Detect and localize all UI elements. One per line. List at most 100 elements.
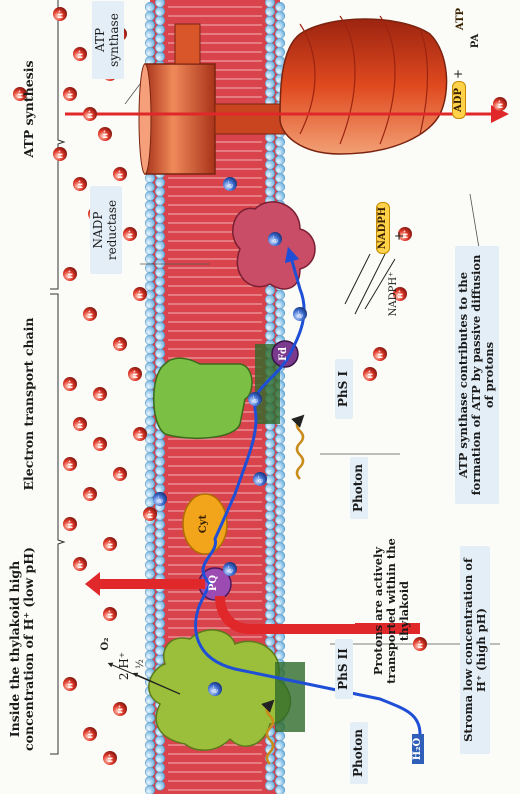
photosystem-i	[153, 344, 280, 440]
electrons: e⁻ e⁻ e⁻ e⁻ e⁻ e⁻ e⁻ e⁻	[153, 177, 307, 696]
proton-2: H⁺	[83, 727, 97, 741]
svg-text:e⁻: e⁻	[227, 180, 235, 188]
svg-text:H⁺: H⁺	[67, 90, 75, 99]
svg-text:H⁺: H⁺	[97, 390, 105, 399]
electron-3: e⁻	[153, 492, 167, 506]
proton-6: H⁺	[73, 557, 87, 571]
header-thylakoid: Inside the thylakoid high concentration …	[7, 547, 37, 751]
proton-12: H⁺	[63, 457, 77, 471]
electron-8: e⁻	[223, 177, 237, 191]
svg-text:H⁺: H⁺	[77, 50, 85, 59]
plus-sign-2: +	[451, 68, 465, 80]
proton-42: H⁺	[13, 87, 27, 101]
label-atp-synthase: ATP synthase	[92, 1, 124, 79]
svg-text:H⁺: H⁺	[77, 180, 85, 189]
svg-text:H⁺: H⁺	[377, 350, 385, 359]
svg-text:H⁺: H⁺	[67, 380, 75, 389]
label-atp-contrib: ATP synthase contributes to the formatio…	[455, 246, 499, 504]
svg-text:H⁺: H⁺	[67, 270, 75, 279]
proton-10: H⁺	[83, 487, 97, 501]
electron-6: e⁻	[293, 307, 307, 321]
half-label: ½	[135, 659, 146, 669]
svg-text:e⁻: e⁻	[227, 565, 235, 573]
two-h-label: 2 H⁺	[117, 651, 131, 681]
svg-text:H⁺: H⁺	[57, 10, 65, 19]
svg-text:H⁺: H⁺	[107, 610, 115, 619]
proton-21: H⁺	[133, 287, 147, 301]
proton-16: H⁺	[93, 387, 107, 401]
nadph-arrows	[344, 253, 396, 315]
proton-20: H⁺	[83, 307, 97, 321]
proton-15: H⁺	[73, 417, 87, 431]
proton-41: H⁺	[413, 637, 427, 651]
electron-1: e⁻	[208, 682, 222, 696]
svg-text:H⁺: H⁺	[107, 754, 115, 763]
label-nadp-reductase: NADP reductase	[90, 186, 122, 274]
pq-proton-arrow	[215, 595, 420, 634]
proton-11: H⁺	[113, 467, 127, 481]
svg-text:H⁺: H⁺	[497, 100, 505, 109]
svg-text:e⁻: e⁻	[212, 685, 220, 693]
adp-label: ADP	[452, 81, 466, 119]
nadph-label: NADPH	[376, 202, 390, 254]
nadp-plus-label: NADPH⁺	[388, 271, 399, 317]
proton-17: H⁺	[63, 377, 77, 391]
svg-text:e⁻: e⁻	[297, 310, 305, 318]
svg-text:H⁺: H⁺	[117, 340, 125, 349]
proton-36: H⁺	[363, 367, 377, 381]
proton-38: H⁺	[398, 227, 412, 241]
svg-text:e⁻: e⁻	[157, 495, 165, 503]
svg-text:H⁺: H⁺	[67, 520, 75, 529]
svg-text:H⁺: H⁺	[17, 90, 25, 99]
electron-2: e⁻	[223, 562, 237, 576]
proton-7: H⁺	[103, 537, 117, 551]
proton-3: H⁺	[113, 702, 127, 716]
proton-5: H⁺	[103, 607, 117, 621]
svg-text:H⁺: H⁺	[67, 460, 75, 469]
proton-4: H⁺	[63, 677, 77, 691]
svg-text:H⁺: H⁺	[87, 490, 95, 499]
proton-9: H⁺	[143, 507, 157, 521]
header-atp-synthesis: ATP synthesis	[21, 60, 36, 158]
proton-8: H⁺	[63, 517, 77, 531]
proton-39: H⁺	[393, 287, 407, 301]
electron-5: e⁻	[248, 392, 262, 406]
atp-synthase	[138, 15, 448, 175]
svg-text:H⁺: H⁺	[127, 230, 135, 239]
svg-text:H⁺: H⁺	[87, 110, 95, 119]
label-stroma: Stroma low concentration of H⁺ (high pH)	[460, 546, 491, 754]
svg-text:H⁺: H⁺	[137, 430, 145, 439]
proton-40: H⁺	[493, 97, 507, 111]
fd-label: Fd	[278, 346, 289, 362]
svg-text:H⁺: H⁺	[107, 540, 115, 549]
svg-text:H⁺: H⁺	[397, 290, 405, 299]
svg-text:H⁺: H⁺	[117, 170, 125, 179]
svg-text:H⁺: H⁺	[102, 130, 110, 139]
svg-text:e⁻: e⁻	[272, 235, 280, 243]
electron-4: e⁻	[253, 472, 267, 486]
svg-text:H⁺: H⁺	[87, 730, 95, 739]
atp-label: ATP	[455, 7, 466, 31]
proton-22: H⁺	[63, 267, 77, 281]
svg-text:H⁺: H⁺	[57, 150, 65, 159]
proton-27: H⁺	[113, 167, 127, 181]
electron-7: e⁻	[268, 232, 282, 246]
svg-text:H⁺: H⁺	[117, 705, 125, 714]
svg-text:H⁺: H⁺	[147, 510, 155, 519]
h2o-label: H₂O	[412, 734, 424, 764]
svg-text:H⁺: H⁺	[67, 680, 75, 689]
label-protons-transported: Protons are actively transported within …	[371, 538, 412, 684]
svg-text:H⁺: H⁺	[87, 310, 95, 319]
proton-14: H⁺	[133, 427, 147, 441]
label-phs2: PhS II	[335, 639, 353, 699]
proton-29: H⁺	[98, 127, 112, 141]
pq-arrow-head	[85, 572, 100, 596]
water-to-o2	[107, 662, 181, 695]
o2-label: O₂	[100, 637, 111, 651]
svg-text:H⁺: H⁺	[77, 420, 85, 429]
svg-text:H⁺: H⁺	[137, 290, 145, 299]
header-etc: Electron transport chain	[21, 317, 36, 491]
